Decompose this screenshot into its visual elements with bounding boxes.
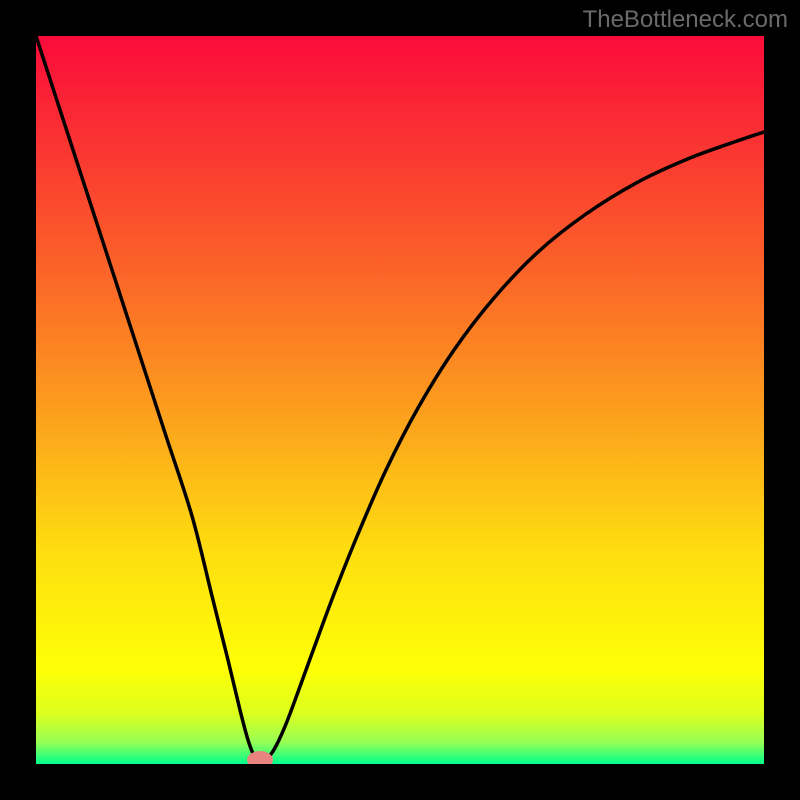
curve-layer	[36, 36, 764, 764]
plot-area	[36, 36, 764, 764]
bottleneck-curve	[36, 36, 764, 763]
chart-container: TheBottleneck.com	[0, 0, 800, 800]
watermark-text: TheBottleneck.com	[583, 6, 788, 34]
